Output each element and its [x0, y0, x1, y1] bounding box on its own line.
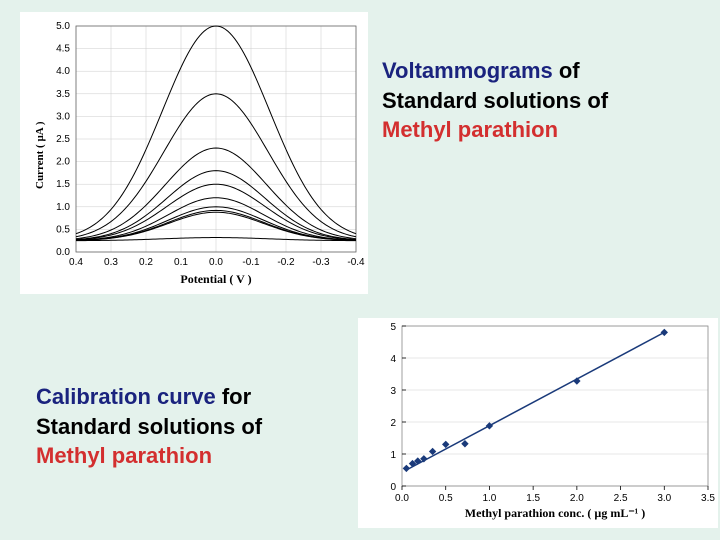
svg-text:2: 2 — [390, 418, 396, 429]
caption1-line3: Methyl parathion — [382, 117, 558, 142]
calibration-chart: 0.0 0.5 1.0 1.5 2.0 2.5 3.0 3.5 0 1 2 3 4 5 Methyl pa… — [358, 318, 718, 528]
svg-text:2.5: 2.5 — [56, 134, 70, 145]
svg-text:-0.2: -0.2 — [277, 257, 295, 268]
svg-text:3.5: 3.5 — [56, 89, 70, 100]
svg-text:3.5: 3.5 — [701, 493, 715, 504]
svg-text:3: 3 — [390, 386, 396, 397]
svg-text:1.5: 1.5 — [56, 179, 70, 190]
caption2-word2: for — [216, 384, 251, 409]
svg-text:1.5: 1.5 — [526, 493, 540, 504]
calibration-caption: Calibration curve for Standard solutions… — [36, 382, 356, 471]
voltammogram-chart: 0.4 0.3 0.2 0.1 0.0 -0.1 -0.2 -0.3 -0.4 0.0 0.5 1.0… — [20, 12, 368, 294]
voltammogram-y-axis-label: Current ( µA ) — [34, 121, 46, 189]
caption2-word1: Calibration curve — [36, 384, 216, 409]
svg-text:0.0: 0.0 — [395, 493, 409, 504]
svg-text:2.0: 2.0 — [570, 493, 584, 504]
svg-text:0.3: 0.3 — [104, 257, 118, 268]
svg-text:5.0: 5.0 — [56, 21, 70, 32]
svg-text:1: 1 — [390, 450, 396, 461]
caption1-word1: Voltammograms — [382, 58, 553, 83]
svg-text:2.5: 2.5 — [614, 493, 628, 504]
caption2-line2: Standard solutions of — [36, 414, 262, 439]
calibration-x-axis-label: Methyl parathion conc. ( µg mL⁻¹ ) — [402, 506, 708, 521]
svg-text:4: 4 — [390, 354, 396, 365]
voltammogram-x-axis-label: Potential ( V ) — [76, 272, 356, 287]
svg-text:2.0: 2.0 — [56, 157, 70, 168]
svg-text:0.4: 0.4 — [69, 257, 83, 268]
voltammogram-caption: Voltammograms of Standard solutions of M… — [382, 56, 702, 145]
svg-text:-0.4: -0.4 — [347, 257, 365, 268]
svg-text:0.0: 0.0 — [56, 247, 70, 258]
slide: 0.4 0.3 0.2 0.1 0.0 -0.1 -0.2 -0.3 -0.4 0.0 0.5 1.0… — [0, 0, 720, 540]
svg-text:0: 0 — [390, 482, 396, 493]
calibration-svg: 0.0 0.5 1.0 1.5 2.0 2.5 3.0 3.5 0 1 2 3 4 5 — [358, 318, 718, 528]
caption1-word2: of — [553, 58, 580, 83]
svg-text:0.1: 0.1 — [174, 257, 188, 268]
svg-text:3.0: 3.0 — [56, 111, 70, 122]
svg-text:4.0: 4.0 — [56, 66, 70, 77]
svg-text:-0.1: -0.1 — [242, 257, 260, 268]
svg-text:1.0: 1.0 — [482, 493, 496, 504]
svg-text:0.0: 0.0 — [209, 257, 223, 268]
caption1-line2: Standard solutions of — [382, 88, 608, 113]
svg-text:-0.3: -0.3 — [312, 257, 330, 268]
svg-text:3.0: 3.0 — [657, 493, 671, 504]
svg-text:0.5: 0.5 — [439, 493, 453, 504]
voltammogram-svg: 0.4 0.3 0.2 0.1 0.0 -0.1 -0.2 -0.3 -0.4 0.0 0.5 1.0… — [20, 12, 368, 294]
svg-text:5: 5 — [390, 322, 396, 333]
svg-text:1.0: 1.0 — [56, 202, 70, 213]
caption2-line3: Methyl parathion — [36, 443, 212, 468]
svg-text:0.5: 0.5 — [56, 224, 70, 235]
svg-text:0.2: 0.2 — [139, 257, 153, 268]
svg-text:4.5: 4.5 — [56, 44, 70, 55]
